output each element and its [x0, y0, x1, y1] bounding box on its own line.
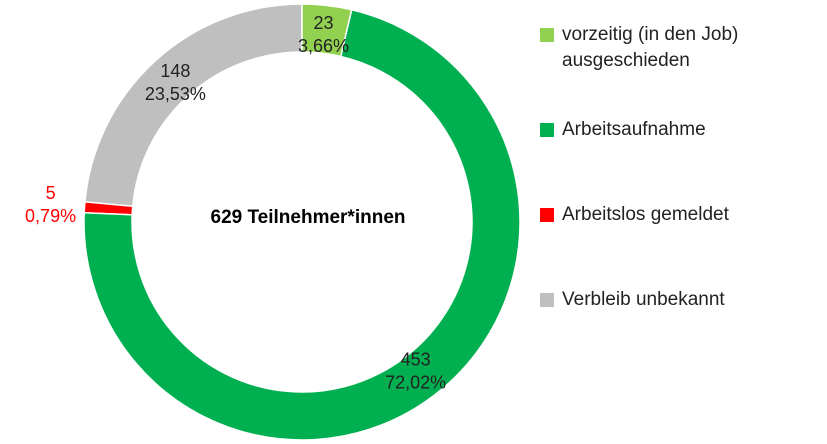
- data-label: 5 0,79%: [25, 183, 76, 226]
- legend-item: Verbleib unbekannt: [540, 287, 822, 313]
- legend-item: Arbeitslos gemeldet: [540, 202, 822, 228]
- value-label: 453: [401, 349, 431, 369]
- legend-label: vorzeitig (in den Job) ausgeschieden: [562, 24, 739, 71]
- legend-swatch: [540, 123, 554, 137]
- legend-label: Arbeitsaufnahme: [562, 119, 706, 140]
- data-label: 453 72,02%: [385, 349, 446, 392]
- legend-swatch: [540, 208, 554, 222]
- data-label: 23 3,66%: [298, 13, 349, 56]
- legend-swatch: [540, 28, 554, 42]
- percent-label: 23,53%: [145, 84, 206, 104]
- chart: 629 Teilnehmer*innen 23 3,66% 453 72,02% 5 0,…: [25, 3, 521, 441]
- legend-label: Arbeitslos gemeldet: [562, 204, 729, 225]
- value-label: 5: [46, 183, 56, 203]
- value-label: 23: [314, 13, 334, 33]
- center-label: 629 Teilnehmer*innen: [211, 207, 406, 228]
- percent-label: 72,02%: [385, 372, 446, 392]
- donut-slice: [301, 3, 353, 58]
- percent-label: 3,66%: [298, 36, 349, 56]
- legend-item: Arbeitsaufnahme: [540, 117, 822, 143]
- value-label: 148: [160, 61, 190, 81]
- legend-swatch: [540, 293, 554, 307]
- percent-label: 0,79%: [25, 206, 76, 226]
- donut-slice: [84, 3, 303, 208]
- donut-slice: [83, 8, 521, 441]
- legend-label: Verbleib unbekannt: [562, 289, 725, 310]
- data-label: 148 23,53%: [145, 61, 206, 104]
- legend-item: vorzeitig (in den Job) ausgeschieden: [540, 22, 822, 74]
